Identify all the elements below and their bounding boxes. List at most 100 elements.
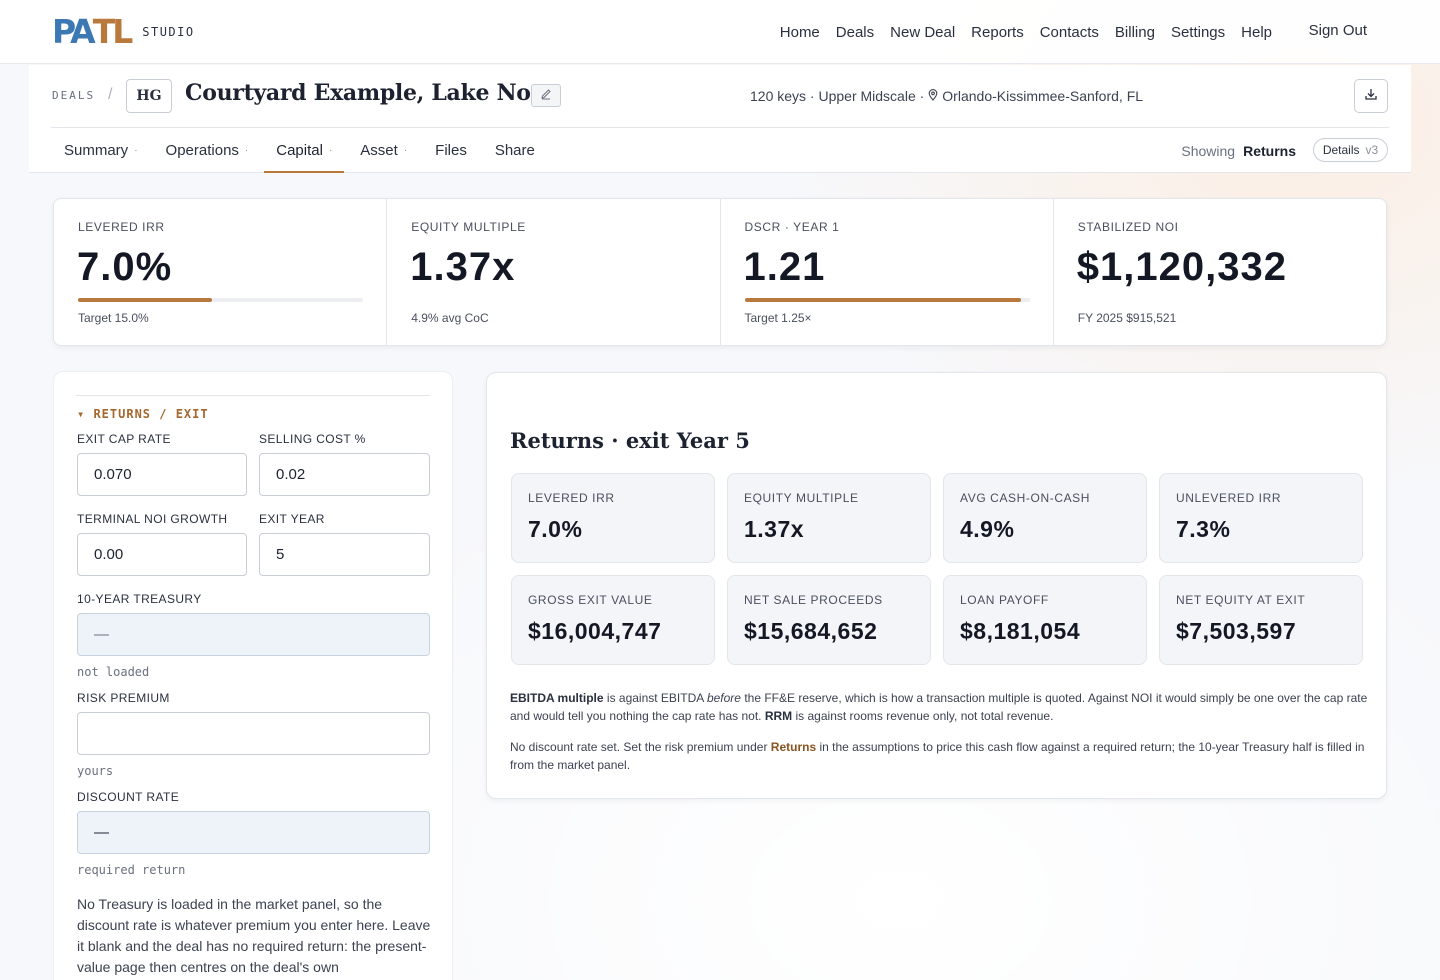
nav-reports[interactable]: Reports [971,23,1024,41]
treasury-label: 10-YEAR TREASURY [77,592,202,606]
download-button[interactable] [1354,79,1388,113]
nav-contacts[interactable]: Contacts [1039,23,1099,41]
returns-note-discount: No discount rate set. Set the risk premi… [510,738,1370,774]
edit-title-button[interactable] [531,84,561,107]
tab-summary[interactable]: Summary · [52,128,150,173]
kpi-label: STABILIZED NOI [1077,220,1179,234]
discount-rate-hint: required return [77,863,186,877]
exit-year-label: EXIT YEAR [259,512,325,526]
tab-files[interactable]: Files [423,128,479,173]
metric-card-equity-multiple: EQUITY MULTIPLE 1.37x [727,473,931,563]
tab-dot: · [403,145,408,156]
deal-location: Orlando-Kissimmee-Sanford, FL [942,88,1144,104]
brand-badge: HG [126,79,172,113]
exit-cap-input[interactable]: 0.070 [77,453,247,496]
risk-premium-input[interactable] [77,712,430,755]
nav-links: Home Deals New Deal Reports Contacts Bil… [780,0,1272,64]
kpi-dscr: DSCR · YEAR 1 1.21 Target 1.25× [721,199,1054,345]
note-text: the FF&E reserve, which is how a transac… [510,691,1368,723]
kpi-progress-fill [78,298,212,302]
kpi-progress-bar [744,298,1030,302]
tab-label: Capital [276,142,323,159]
location-pin-icon [928,88,938,104]
metric-card-unlevered-irr: UNLEVERED IRR 7.3% [1159,473,1363,563]
kpi-label: DSCR · YEAR 1 [744,220,840,234]
tab-label: Operations [165,142,239,159]
details-toggle[interactable]: Details v3 [1313,138,1388,162]
tab-capital[interactable]: Capital · [264,128,345,173]
kpi-label: EQUITY MULTIPLE [411,220,526,234]
selling-cost-label: SELLING COST % [259,432,366,446]
deal-meta: 120 keys · Upper Midscale · Orlando-Kiss… [750,88,1143,104]
nav-home[interactable]: Home [779,23,820,41]
download-icon [1364,87,1378,106]
logo[interactable]: PA TL STUDIO [52,15,195,49]
details-label: Details [1322,143,1360,157]
nav-billing[interactable]: Billing [1114,23,1155,41]
metric-value: 7.3% [1176,516,1231,542]
returns-note-multiples: EBITDA multiple is against EBITDA before… [510,689,1370,725]
metric-value: $7,503,597 [1176,618,1297,644]
metric-label: LEVERED IRR [528,491,615,505]
metric-card-net-equity-at-exit: NET EQUITY AT EXIT $7,503,597 [1159,575,1363,665]
kpi-progress-bar [78,298,363,302]
details-version: v3 [1365,143,1379,157]
metric-value: $8,181,054 [960,618,1081,644]
metric-label: NET SALE PROCEEDS [744,593,883,607]
exit-year-input[interactable]: 5 [259,533,430,576]
logo-mark-left: PA [52,12,96,51]
kpi-levered-irr: LEVERED IRR 7.0% Target 15.0% [54,199,388,345]
showing-value: Returns [1243,143,1296,159]
kpi-label: LEVERED IRR [78,220,165,234]
kpi-subtext: Target 1.25× [744,311,812,325]
treasury-hint: not loaded [77,665,150,679]
kpi-value: 1.37x [410,245,516,289]
note-text: is against rooms revenue only, not total… [792,709,1054,723]
returns-assumptions-link[interactable]: Returns [770,740,817,754]
metric-value: $15,684,652 [744,618,878,644]
note-emphasis: before [706,691,741,705]
metric-label: LOAN PAYOFF [960,593,1049,607]
breadcrumb-deals[interactable]: DEALS [52,89,96,102]
nav-new-deal[interactable]: New Deal [890,23,956,41]
selling-cost-input[interactable]: 0.02 [259,453,430,496]
kpi-value: 1.21 [743,245,826,289]
deal-tabs: Summary · Operations · Capital · Asset · Fil… [52,128,551,173]
tab-label: Summary [64,142,129,159]
metric-label: NET EQUITY AT EXIT [1176,593,1306,607]
logo-subtitle: STUDIO [142,25,195,39]
risk-premium-hint: yours [77,764,114,778]
tab-label: Files [435,142,467,159]
metric-label: AVG CASH-ON-CASH [960,491,1091,505]
tab-dot: · [244,145,249,156]
metric-card-gross-exit-value: GROSS EXIT VALUE $16,004,747 [511,575,715,665]
sign-out-link[interactable]: Sign Out [1308,22,1367,39]
metric-value: 4.9% [960,516,1015,542]
tab-asset[interactable]: Asset · [348,128,419,173]
tab-share[interactable]: Share [483,128,547,173]
tab-operations[interactable]: Operations · [154,128,261,173]
treasury-input: — [77,613,430,656]
breadcrumb-separator: / [108,86,113,103]
kpi-value: $1,120,332 [1076,245,1287,289]
terminal-growth-input[interactable]: 0.00 [77,533,247,576]
logo-mark: PA TL [52,12,134,51]
deal-title: Courtyard Example, Lake Nona [185,80,561,106]
view-indicator: Showing Returns [1181,143,1296,159]
exit-cap-label: EXIT CAP RATE [77,432,171,446]
note-text: is against EBITDA [603,691,707,705]
section-toggle-returns-exit[interactable]: ▾ RETURNS / EXIT [77,407,209,421]
nav-deals[interactable]: Deals [835,23,875,41]
deal-header: DEALS / HG Courtyard Example, Lake Nona … [29,65,1411,173]
risk-premium-label: RISK PREMIUM [77,691,170,705]
kpi-equity-multiple: EQUITY MULTIPLE 1.37x 4.9% avg CoC [387,199,721,345]
returns-title: Returns · exit Year 5 [510,428,750,453]
top-nav: PA TL STUDIO Home Deals New Deal Reports … [0,0,1440,64]
metric-card-avg-coc: AVG CASH-ON-CASH 4.9% [943,473,1147,563]
metric-label: EQUITY MULTIPLE [744,491,859,505]
note-text: in the assumptions to price this cash fl… [510,740,1365,772]
nav-help[interactable]: Help [1241,23,1272,41]
logo-mark-right: TL [92,12,134,51]
nav-settings[interactable]: Settings [1170,23,1226,41]
note-text: No discount rate set. Set the risk premi… [510,740,771,754]
